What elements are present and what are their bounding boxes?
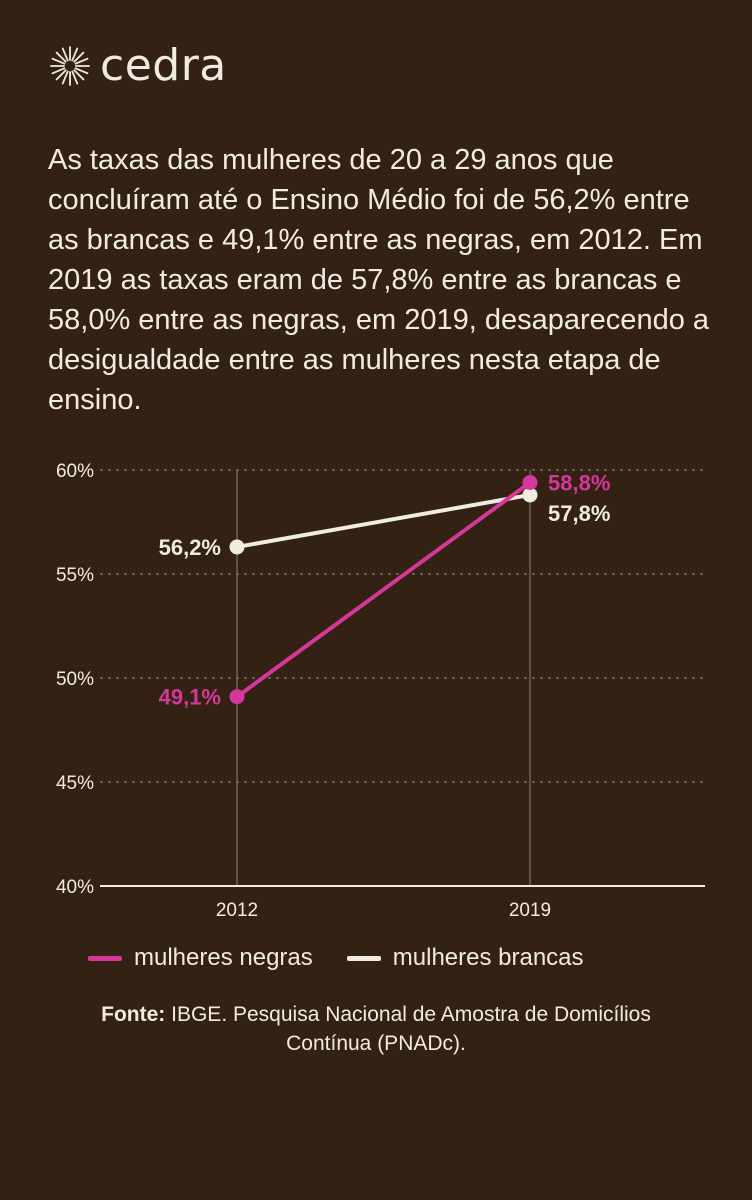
data-label-negras-2012: 49,1% bbox=[159, 685, 221, 710]
data-point-brancas bbox=[229, 539, 245, 555]
y-tick-label: 55% bbox=[56, 565, 94, 586]
y-tick-label: 50% bbox=[56, 669, 94, 690]
legend-swatch-brancas bbox=[346, 955, 381, 961]
sun-icon bbox=[50, 46, 90, 86]
y-tick-label: 60% bbox=[56, 461, 94, 482]
line-chart: 40% 45% 50% 55% 60% 2012 2019 56,2% 49,1% 58,8% 57… bbox=[56, 461, 705, 921]
data-point-brancas bbox=[522, 487, 538, 503]
intro-text: As taxas das mulheres de 20 a 29 anos qu… bbox=[48, 144, 710, 416]
source-note: Fonte: IBGE. Pesquisa Nacional de Amostr… bbox=[60, 1000, 692, 1058]
series-line-negras bbox=[235, 480, 532, 699]
legend-item-negras: mulheres negras bbox=[88, 944, 313, 972]
x-tick-label: 2019 bbox=[509, 900, 551, 921]
legend-label-negras: mulheres negras bbox=[134, 944, 313, 971]
data-point-negras bbox=[229, 689, 245, 705]
data-label-negras-2019: 58,8% bbox=[548, 470, 610, 495]
x-tick-label: 2012 bbox=[216, 900, 258, 921]
source-text: IBGE. Pesquisa Nacional de Amostra de Do… bbox=[165, 1003, 651, 1055]
legend-item-brancas: mulheres brancas bbox=[346, 944, 584, 972]
brand-logo: cedra bbox=[48, 44, 227, 88]
data-label-brancas-2019: 57,8% bbox=[548, 501, 610, 526]
chart-legend: mulheres negras mulheres brancas bbox=[88, 944, 618, 972]
legend-swatch-negras bbox=[88, 955, 122, 961]
data-point-negras bbox=[522, 474, 538, 490]
source-label: Fonte: bbox=[101, 1003, 166, 1026]
data-label-brancas-2012: 56,2% bbox=[159, 535, 221, 560]
brand-name: cedra bbox=[100, 40, 227, 91]
legend-label-brancas: mulheres brancas bbox=[392, 944, 584, 971]
series-line-brancas bbox=[235, 492, 532, 549]
y-tick-label: 45% bbox=[56, 773, 94, 794]
y-tick-label: 40% bbox=[56, 877, 94, 898]
